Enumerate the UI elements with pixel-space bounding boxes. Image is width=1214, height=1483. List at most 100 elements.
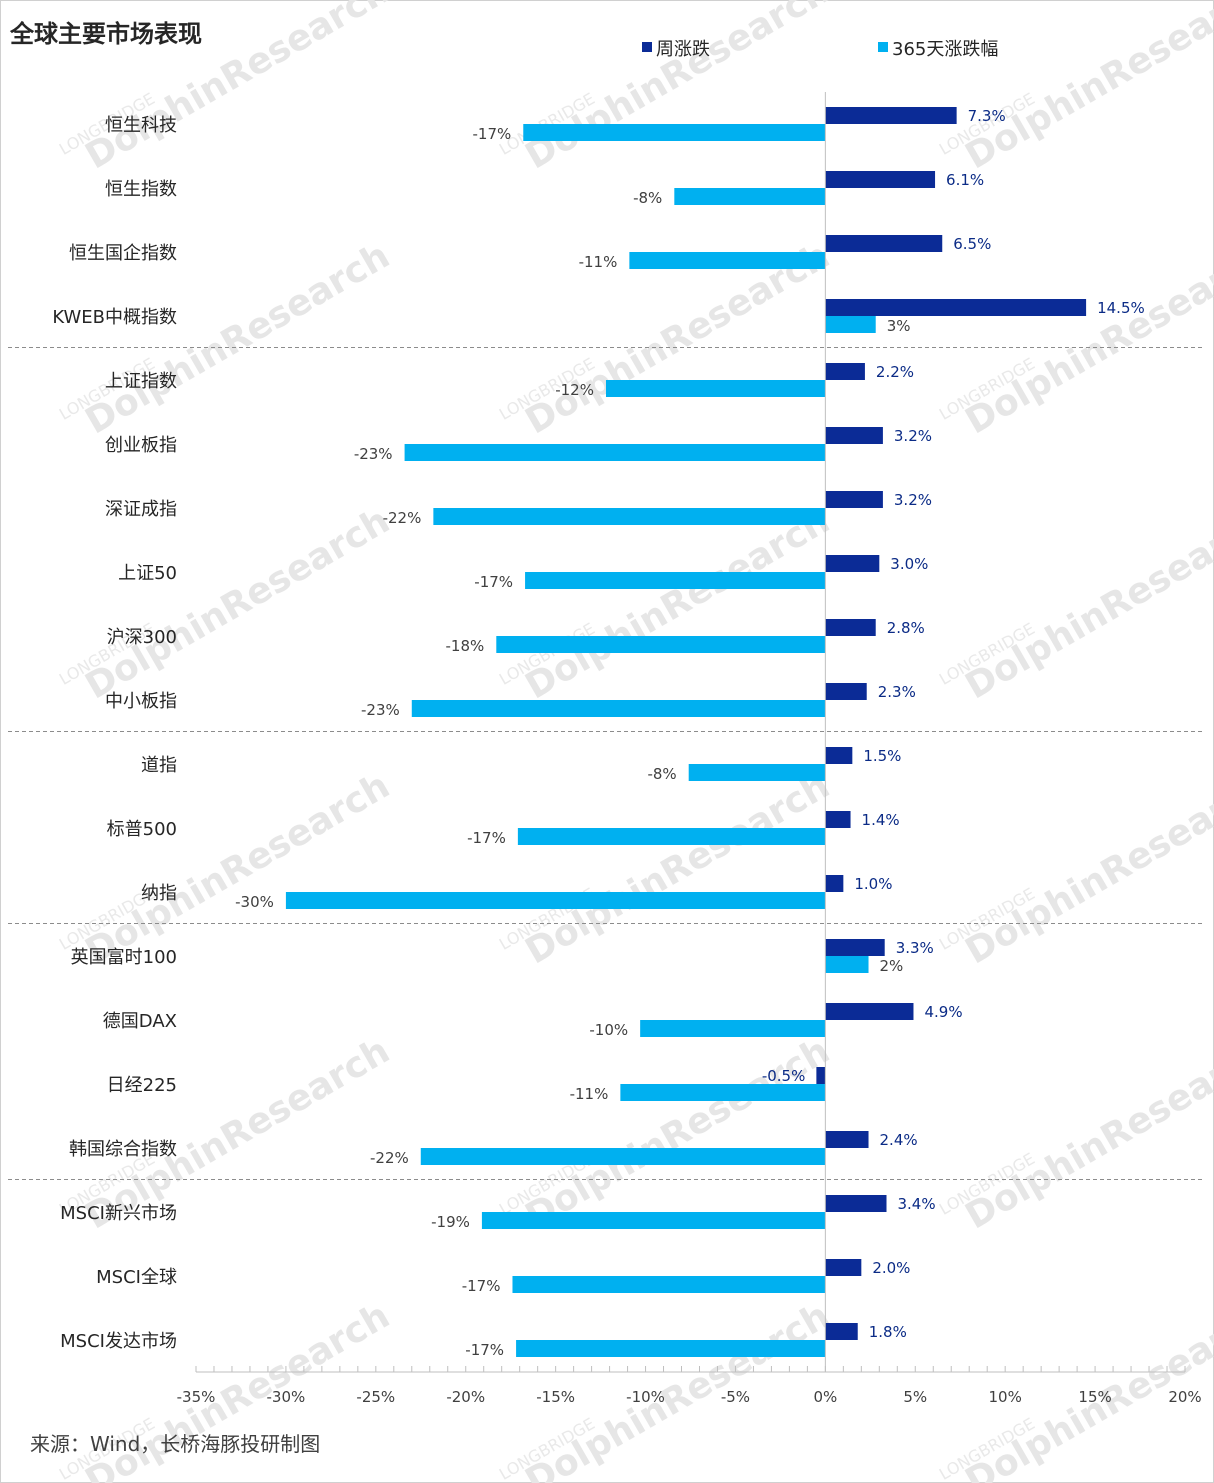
data-label-weekly: 3.4% <box>898 1195 936 1213</box>
category-label: 英国富时100 <box>71 947 177 968</box>
bar-weekly <box>825 939 885 956</box>
data-label-365day: -30% <box>235 893 274 911</box>
data-label-365day: 3% <box>887 317 911 335</box>
data-label-365day: -23% <box>354 445 393 463</box>
x-tick-label: -25% <box>356 1388 395 1406</box>
data-label-365day: -22% <box>383 509 422 527</box>
data-label-weekly: 3.2% <box>894 491 932 509</box>
bar-365day <box>285 892 826 909</box>
category-label: 韩国综合指数 <box>69 1139 177 1160</box>
data-label-365day: -19% <box>431 1213 470 1231</box>
category-label: 德国DAX <box>103 1011 177 1032</box>
data-label-365day: -22% <box>370 1149 409 1167</box>
category-label: 道指 <box>141 755 177 776</box>
bar-365day <box>496 636 826 653</box>
legend: 周涨跌 365天涨跌幅 <box>642 39 998 60</box>
bar-weekly <box>825 363 865 380</box>
category-label: MSCI全球 <box>96 1267 177 1288</box>
bar-365day <box>516 1340 826 1357</box>
source-note: 来源：Wind，长桥海豚投研制图 <box>30 1432 320 1456</box>
category-label: 恒生指数 <box>105 179 177 200</box>
x-tick-label: -5% <box>721 1388 750 1406</box>
bar-weekly <box>825 491 883 508</box>
category-labels: 恒生科技 7.3% -17% 恒生指数 6.1% -8% 恒生国企指数 6.5% -11% KWE… <box>52 107 1144 1359</box>
category-label: 恒生科技 <box>105 115 177 136</box>
data-label-weekly: 7.3% <box>968 107 1006 125</box>
category-label: 标普500 <box>107 819 177 840</box>
watermark-text: DolphinResearch <box>959 1030 1214 1237</box>
chart-title: 全球主要市场表现 <box>9 20 202 48</box>
data-label-weekly: 3.2% <box>894 427 932 445</box>
x-tick-label: 20% <box>1168 1388 1201 1406</box>
category-label: 创业板指 <box>105 435 177 456</box>
category-label: MSCI新兴市场 <box>60 1203 177 1224</box>
x-tick-label: -15% <box>536 1388 575 1406</box>
x-tick-label: 0% <box>813 1388 837 1406</box>
bar-weekly <box>825 1195 887 1212</box>
data-label-weekly: 6.1% <box>946 171 984 189</box>
data-label-365day: -17% <box>467 829 506 847</box>
bar-weekly <box>825 811 851 828</box>
bar-weekly <box>825 683 867 700</box>
data-label-365day: -23% <box>361 701 400 719</box>
bar-365day <box>688 764 826 781</box>
x-tick-label: -35% <box>177 1388 216 1406</box>
data-label-weekly: -0.5% <box>762 1067 806 1085</box>
watermark-text: DolphinResearch <box>959 235 1214 442</box>
watermark-text: DolphinResearch <box>79 500 397 707</box>
data-label-365day: -17% <box>462 1277 501 1295</box>
data-label-365day: -18% <box>446 637 485 655</box>
bar-365day <box>825 956 869 973</box>
legend-swatch-week <box>642 42 652 52</box>
bar-weekly <box>825 875 844 892</box>
x-tick-label: -30% <box>267 1388 306 1406</box>
category-label: 日经225 <box>107 1075 177 1096</box>
bar-365day <box>523 124 826 141</box>
bar-weekly <box>825 1323 858 1340</box>
watermark-text: DolphinResearch <box>959 500 1214 707</box>
watermark-text: DolphinResearch <box>79 765 397 972</box>
data-label-weekly: 2.0% <box>872 1259 910 1277</box>
bar-weekly <box>825 619 876 636</box>
bar-weekly <box>825 1259 862 1276</box>
data-label-weekly: 4.9% <box>924 1003 962 1021</box>
data-label-365day: -8% <box>647 765 676 783</box>
data-label-365day: -11% <box>570 1085 609 1103</box>
x-tick-label: -10% <box>626 1388 665 1406</box>
bar-weekly <box>825 299 1087 316</box>
data-label-365day: -11% <box>579 253 618 271</box>
legend-label-week: 周涨跌 <box>656 39 710 60</box>
category-label: 恒生国企指数 <box>69 243 177 264</box>
data-label-365day: -17% <box>473 125 512 143</box>
data-label-365day: -17% <box>465 1341 504 1359</box>
bar-365day <box>605 380 826 397</box>
bar-weekly <box>825 171 936 188</box>
data-label-365day: -8% <box>633 189 662 207</box>
data-label-weekly: 14.5% <box>1097 299 1145 317</box>
data-label-weekly: 1.4% <box>862 811 900 829</box>
category-label: 沪深300 <box>107 627 177 648</box>
bar-weekly <box>825 747 853 764</box>
watermark-text: DolphinResearch <box>959 765 1214 972</box>
bar-weekly <box>825 107 957 124</box>
category-label: 纳指 <box>141 883 177 904</box>
watermark-text: DolphinResearch <box>519 1030 837 1237</box>
data-label-weekly: 2.3% <box>878 683 916 701</box>
bar-weekly <box>825 555 880 572</box>
x-tick-label: 15% <box>1078 1388 1111 1406</box>
data-label-weekly: 2.2% <box>876 363 914 381</box>
bar-365day <box>512 1276 826 1293</box>
bar-365day <box>433 508 826 525</box>
watermark-text: DolphinResearch <box>519 765 837 972</box>
bar-weekly <box>825 1131 869 1148</box>
data-label-365day: 2% <box>880 957 904 975</box>
data-label-weekly: 6.5% <box>953 235 991 253</box>
category-label: MSCI发达市场 <box>60 1331 177 1352</box>
bar-weekly <box>825 1003 914 1020</box>
group-separators <box>8 347 1204 1180</box>
bar-365day <box>629 252 826 269</box>
bar-365day <box>404 444 826 461</box>
x-tick-label: 5% <box>903 1388 927 1406</box>
data-label-365day: -10% <box>589 1021 628 1039</box>
